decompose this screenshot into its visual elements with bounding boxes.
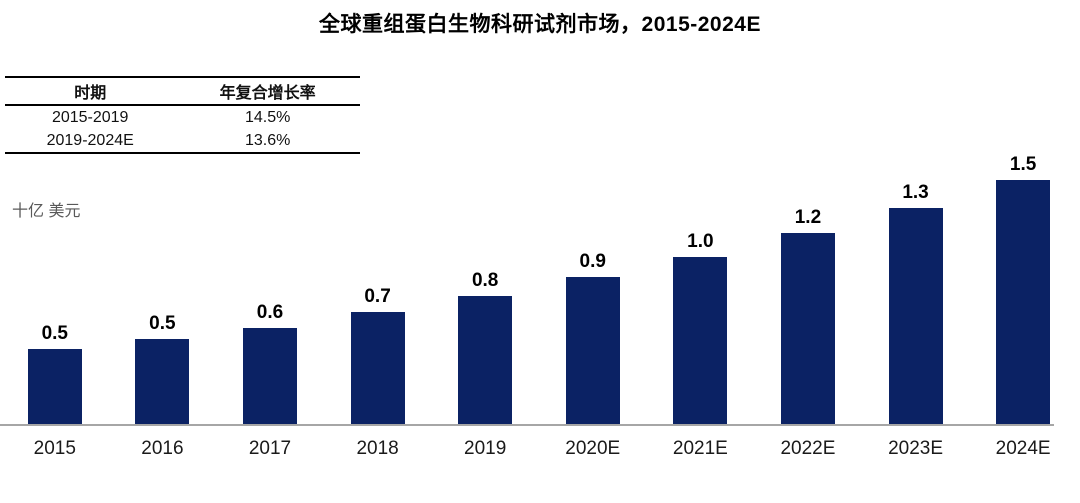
- bar-2022E: [780, 233, 835, 425]
- bar-2023E: [888, 208, 943, 425]
- bar-column-2016: 0.5: [109, 314, 217, 425]
- x-axis-label-2023E: 2023E: [888, 438, 944, 459]
- bar-column-2020E: 0.9: [539, 252, 647, 425]
- x-axis-label-2021E: 2021E: [672, 438, 728, 459]
- x-axis-label-2020E: 2020E: [565, 438, 621, 459]
- cagr-row-period: 2019-2024E: [46, 131, 134, 149]
- bar-2021E: [673, 257, 728, 425]
- chart-title: 全球重组蛋白生物科研试剂市场，2015-2024E: [319, 13, 761, 36]
- bar-2024E: [996, 180, 1051, 425]
- bar-column-2022E: 1.2: [754, 208, 862, 425]
- x-axis-label-2016: 2016: [141, 438, 184, 459]
- bar-2018: [350, 312, 405, 425]
- bar-value-label: 0.8: [471, 270, 499, 291]
- bar-value-label: 0.5: [149, 313, 176, 334]
- bar-column-2021E: 1.0: [647, 232, 755, 425]
- cagr-table-header-cagr: 年复合增长率: [219, 85, 316, 102]
- bar-column-2023E: 1.3: [862, 183, 970, 425]
- bar-value-label: 0.7: [364, 286, 391, 307]
- bar-column-2017: 0.6: [216, 303, 324, 425]
- cagr-row-value: 14.5%: [245, 108, 291, 126]
- bar-2017: [242, 328, 297, 425]
- bar-2019: [458, 296, 513, 425]
- x-axis-line: [0, 424, 1054, 426]
- bar-plot-area: 0.5 0.5 0.6 0.7 0.8 0.9 1.0 1.2 1.3 1.5: [1, 145, 1077, 425]
- x-axis-labels: 2015 2016 2017 2018 2019 2020E 2021E 2022E 2023E…: [1, 438, 1077, 460]
- cagr-row-value: 13.6%: [245, 131, 291, 149]
- bar-column-2018: 0.7: [324, 287, 432, 425]
- bar-value-label: 1.2: [794, 207, 822, 228]
- bar-column-2024E: 1.5: [969, 155, 1077, 425]
- bar-2020E: [565, 277, 620, 425]
- x-axis-label-2024E: 2024E: [995, 438, 1051, 459]
- x-axis-label-2019: 2019: [464, 438, 507, 459]
- bar-column-2019: 0.8: [431, 271, 539, 425]
- cagr-table: 时期 年复合增长率 2015-2019 14.5% 2019-2024E 13.…: [5, 76, 360, 154]
- bar-value-label: 0.6: [256, 302, 284, 323]
- cagr-table-header-period: 时期: [74, 85, 107, 102]
- bar-value-label: 1.3: [902, 182, 929, 203]
- cagr-table-row: 2019-2024E 13.6%: [5, 129, 360, 152]
- bar-column-2015: 0.5: [1, 324, 109, 425]
- bar-2016: [135, 339, 190, 425]
- bar-2015: [27, 349, 82, 425]
- bar-value-label: 0.5: [41, 323, 68, 344]
- cagr-table-row: 2015-2019 14.5%: [5, 106, 360, 129]
- x-axis-label-2022E: 2022E: [780, 438, 836, 459]
- cagr-row-period: 2015-2019: [51, 108, 129, 126]
- bar-value-label: 1.5: [1009, 154, 1037, 175]
- cagr-table-header-row: 时期 年复合增长率: [5, 78, 360, 106]
- x-axis-label-2018: 2018: [356, 438, 399, 459]
- bar-value-label: 1.0: [687, 231, 714, 252]
- y-axis-unit-label: 十亿 美元: [12, 203, 81, 220]
- x-axis-label-2015: 2015: [33, 438, 76, 459]
- bar-value-label: 0.9: [579, 251, 606, 272]
- x-axis-label-2017: 2017: [248, 438, 292, 459]
